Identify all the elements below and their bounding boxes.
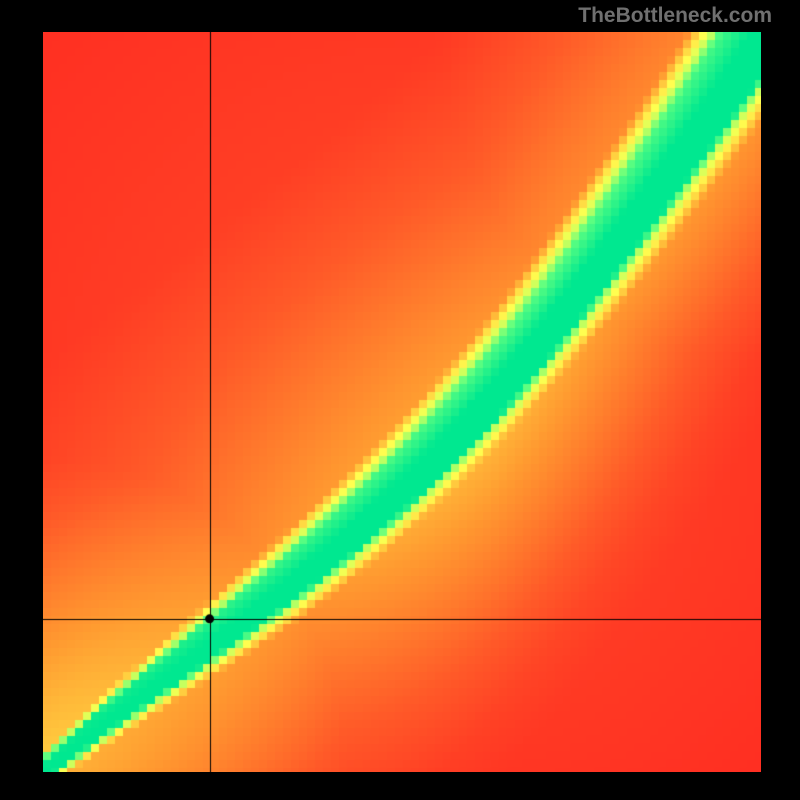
root-container: TheBottleneck.com — [0, 0, 800, 800]
bottleneck-heatmap — [43, 32, 761, 772]
watermark-text: TheBottleneck.com — [578, 4, 772, 28]
